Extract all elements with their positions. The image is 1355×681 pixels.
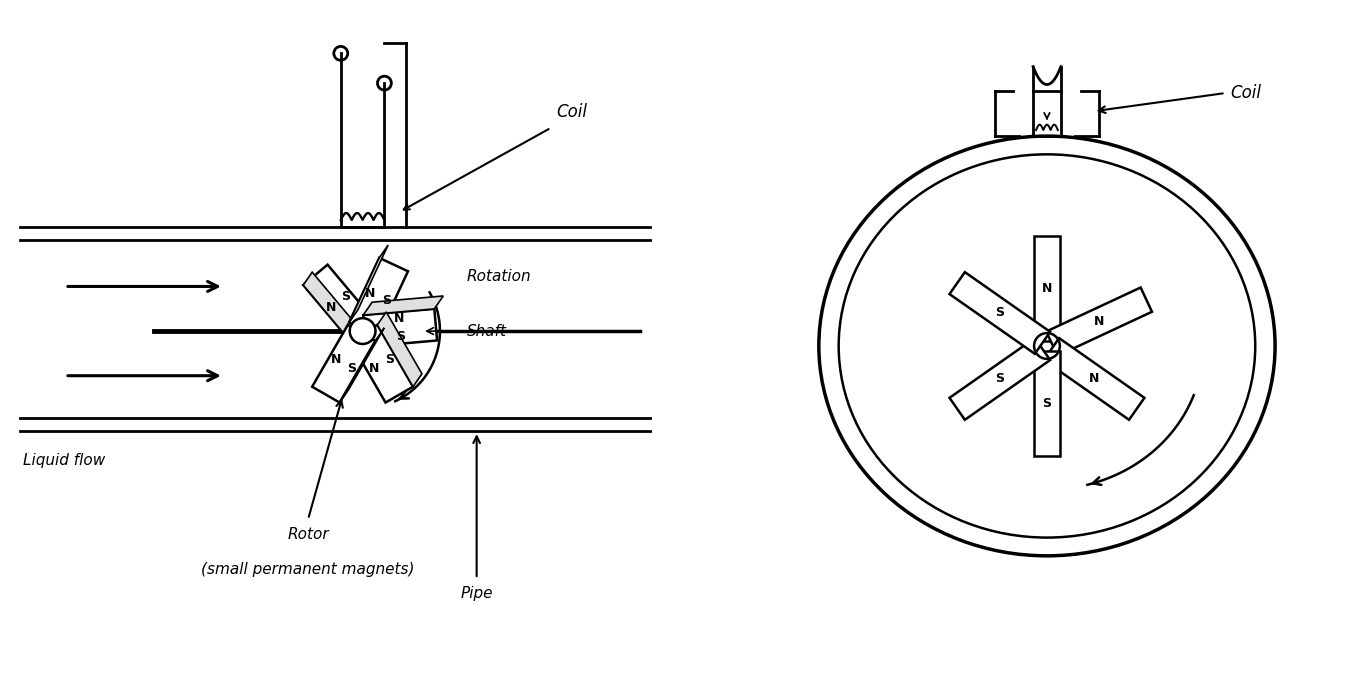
Polygon shape — [340, 328, 385, 402]
Polygon shape — [377, 312, 421, 387]
Text: N: N — [327, 302, 337, 315]
Text: N: N — [1093, 315, 1104, 328]
Text: N: N — [331, 353, 341, 366]
Text: N: N — [1042, 282, 1051, 295]
Polygon shape — [350, 245, 388, 323]
Text: Rotation: Rotation — [466, 269, 531, 284]
Text: (small permanent magnets): (small permanent magnets) — [202, 562, 415, 577]
Polygon shape — [363, 296, 443, 315]
Text: N: N — [369, 362, 379, 375]
Text: S: S — [382, 294, 392, 307]
Text: Pipe: Pipe — [461, 586, 493, 601]
Polygon shape — [350, 258, 408, 336]
Text: Rotor: Rotor — [287, 527, 329, 542]
Text: S: S — [996, 373, 1004, 385]
Text: S: S — [385, 353, 394, 366]
Polygon shape — [950, 272, 1050, 354]
Polygon shape — [304, 272, 358, 340]
Text: Liquid flow: Liquid flow — [23, 452, 106, 468]
Polygon shape — [950, 338, 1050, 419]
Text: N: N — [1089, 373, 1099, 385]
Polygon shape — [1046, 287, 1152, 355]
Polygon shape — [312, 325, 375, 402]
Text: Shaft: Shaft — [466, 323, 507, 338]
Polygon shape — [363, 309, 438, 347]
Text: S: S — [340, 290, 350, 303]
Bar — [1033, 91, 1061, 136]
Polygon shape — [1043, 338, 1145, 419]
Text: Coil: Coil — [556, 103, 587, 121]
Polygon shape — [1034, 351, 1061, 456]
Text: S: S — [1042, 397, 1051, 410]
Text: Coil: Coil — [1230, 84, 1262, 102]
Polygon shape — [350, 325, 413, 402]
Circle shape — [350, 318, 375, 344]
Polygon shape — [1034, 236, 1061, 340]
Text: S: S — [347, 362, 356, 375]
Text: N: N — [394, 313, 405, 326]
Text: N: N — [366, 287, 375, 300]
Text: S: S — [996, 306, 1004, 319]
Text: S: S — [397, 330, 405, 343]
Polygon shape — [304, 265, 374, 340]
